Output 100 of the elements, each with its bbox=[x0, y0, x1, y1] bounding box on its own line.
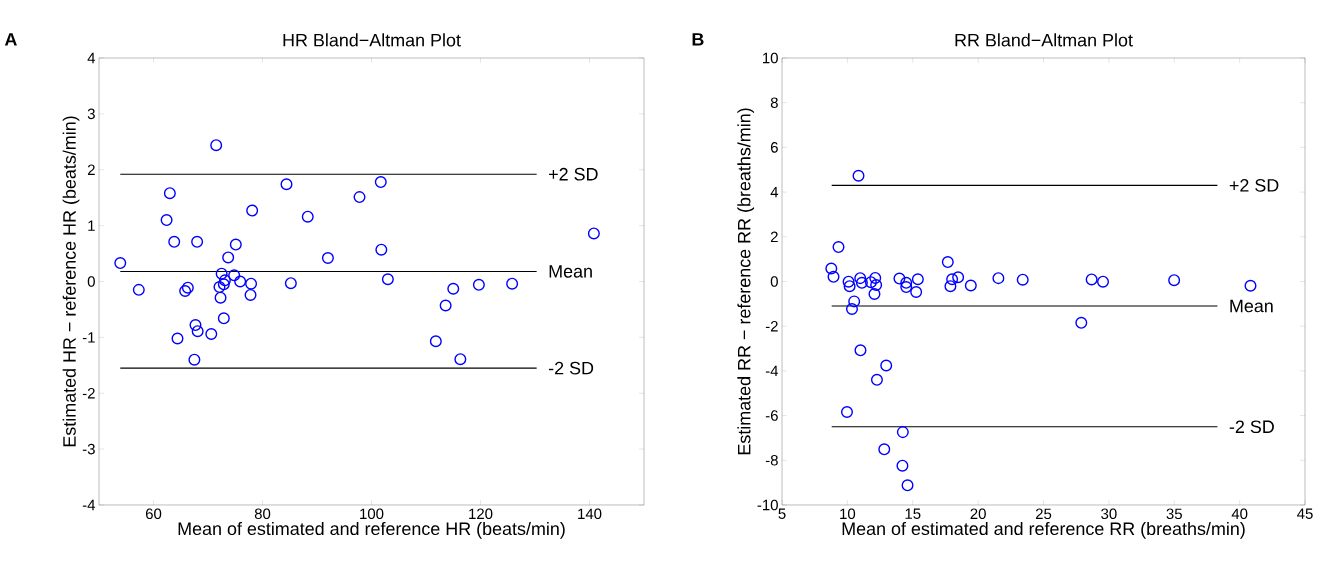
point bbox=[941, 256, 954, 269]
x-tick-label: 40 bbox=[1231, 508, 1248, 520]
point bbox=[439, 299, 452, 312]
point bbox=[896, 459, 909, 472]
point bbox=[946, 273, 959, 286]
text: B bbox=[692, 33, 704, 46]
x-tick-label: 20 bbox=[970, 508, 986, 520]
y-tick-label: -1 bbox=[82, 332, 95, 343]
y-tick-label: -3 bbox=[82, 443, 95, 455]
point bbox=[217, 278, 230, 291]
point bbox=[868, 288, 881, 300]
x-tick-label: 140 bbox=[578, 508, 602, 520]
point bbox=[353, 191, 366, 204]
point bbox=[189, 319, 202, 332]
point bbox=[246, 204, 259, 217]
point bbox=[825, 262, 838, 275]
point bbox=[374, 176, 387, 189]
x-tick-label: 25 bbox=[1035, 508, 1052, 520]
point bbox=[841, 406, 853, 419]
point bbox=[1075, 316, 1088, 329]
point bbox=[832, 241, 845, 254]
point bbox=[429, 335, 442, 348]
point bbox=[900, 281, 913, 294]
point bbox=[845, 302, 858, 315]
point bbox=[213, 281, 226, 294]
point bbox=[896, 426, 909, 439]
point bbox=[854, 344, 867, 357]
point bbox=[132, 283, 145, 296]
point bbox=[228, 269, 241, 282]
y-tick-label: -2 bbox=[82, 388, 95, 399]
y-tick-label: 0 bbox=[770, 276, 778, 287]
y-tick-label: -10 bbox=[757, 499, 778, 511]
point bbox=[1085, 273, 1098, 286]
x-tick-label: 120 bbox=[469, 508, 493, 520]
point bbox=[870, 279, 883, 292]
point bbox=[893, 272, 906, 285]
point bbox=[171, 332, 184, 345]
point bbox=[215, 267, 228, 280]
x-tick-label: 5 bbox=[778, 508, 786, 519]
point bbox=[301, 210, 314, 223]
point bbox=[864, 276, 877, 289]
point bbox=[852, 169, 865, 182]
point bbox=[210, 139, 223, 152]
y-tick-label: -2 bbox=[765, 320, 778, 332]
point bbox=[114, 257, 127, 270]
point bbox=[191, 325, 204, 338]
x-tick-label: 15 bbox=[905, 508, 921, 519]
point bbox=[245, 277, 258, 290]
point bbox=[234, 275, 247, 288]
series-label: Mean bbox=[1230, 299, 1273, 313]
point bbox=[900, 276, 913, 289]
point bbox=[284, 277, 297, 290]
point bbox=[472, 278, 485, 291]
point bbox=[880, 359, 893, 372]
x-axis-title: Mean of estimated and reference HR (beats/min) bbox=[178, 521, 565, 539]
y-tick-label: -6 bbox=[765, 410, 778, 421]
series-label: -2 SD bbox=[548, 361, 594, 375]
point bbox=[375, 243, 388, 256]
point bbox=[587, 227, 600, 240]
y-tick-label: 2 bbox=[87, 164, 95, 175]
point bbox=[848, 295, 861, 308]
y-tick-label: 8 bbox=[770, 97, 778, 108]
x-tick-label: 10 bbox=[840, 508, 856, 520]
point bbox=[447, 282, 460, 295]
y-tick-label: 1 bbox=[88, 220, 95, 231]
point bbox=[160, 214, 173, 227]
point bbox=[1097, 275, 1110, 288]
point bbox=[843, 280, 856, 293]
point bbox=[163, 187, 176, 200]
point bbox=[1168, 274, 1181, 287]
point bbox=[842, 275, 855, 288]
point bbox=[205, 328, 218, 341]
point bbox=[911, 273, 924, 286]
point bbox=[901, 479, 914, 492]
point bbox=[222, 251, 235, 264]
point bbox=[381, 273, 394, 286]
point bbox=[321, 252, 334, 265]
y-tick-label: -4 bbox=[82, 499, 96, 511]
x-axis-title: Mean of estimated and reference RR (breaths/min) bbox=[842, 521, 1245, 539]
point bbox=[870, 373, 883, 386]
y-axis-title: Estimated HR − reference HR (beats/min) bbox=[62, 116, 80, 447]
y-tick-label: 3 bbox=[87, 108, 95, 120]
y-tick-label: 4 bbox=[770, 186, 779, 198]
y-tick-label: -4 bbox=[765, 365, 779, 377]
y-tick-label: 10 bbox=[763, 52, 778, 64]
y-tick-label: 2 bbox=[770, 231, 778, 242]
point bbox=[1016, 273, 1029, 286]
point bbox=[454, 353, 467, 366]
x-tick-label: 30 bbox=[1101, 508, 1117, 520]
series-label: -2 SD bbox=[1229, 420, 1274, 434]
y-tick-label: -8 bbox=[765, 454, 778, 466]
y-tick-label: 4 bbox=[87, 52, 96, 64]
x-tick-label: 60 bbox=[145, 508, 162, 520]
y-axis-title: Estimated RR − reference RR (breaths/min) bbox=[737, 108, 755, 455]
series-label: +2 SD bbox=[549, 167, 598, 181]
point bbox=[869, 271, 882, 284]
point bbox=[229, 238, 242, 251]
x-tick-label: 35 bbox=[1166, 508, 1182, 520]
series-label: +2 SD bbox=[1229, 179, 1279, 192]
point bbox=[214, 291, 227, 304]
